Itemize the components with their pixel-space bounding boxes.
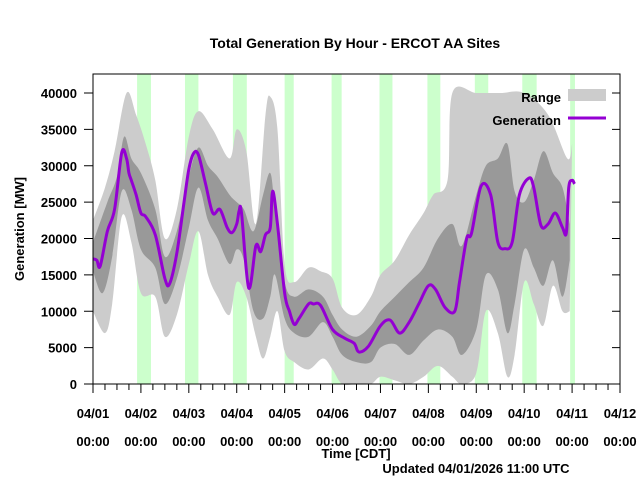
x-tick-time: 00:00 <box>172 434 205 449</box>
x-tick-time: 00:00 <box>316 434 349 449</box>
legend-generation-label: Generation <box>492 113 561 128</box>
x-tick-time: 00:00 <box>555 434 588 449</box>
x-tick-date: 04/01 <box>77 406 110 421</box>
y-tick-label: 5000 <box>48 341 77 356</box>
x-tick-date: 04/11 <box>556 406 588 421</box>
x-tick-date: 04/09 <box>460 406 493 421</box>
x-tick-date: 04/03 <box>173 406 206 421</box>
x-axis: 04/01 00:00 04/02 00:00 04/03 00:00 04/04 00:00… <box>76 383 637 449</box>
y-tick-label: 40000 <box>41 86 77 101</box>
x-tick-time: 00:00 <box>460 434 493 449</box>
x-tick-date: 04/08 <box>412 406 445 421</box>
x-tick-date: 04/02 <box>125 406 158 421</box>
x-tick-date: 04/10 <box>508 406 541 421</box>
y-tick-label: 35000 <box>41 122 77 137</box>
y-axis: 0 5000 10000 15000 20000 25000 30000 35000 40000 <box>41 86 620 392</box>
y-tick-label: 0 <box>70 377 77 392</box>
x-tick-time: 00:00 <box>364 434 397 449</box>
inner-range-area <box>93 136 570 364</box>
updated-footer: Updated 04/01/2026 11:00 UTC <box>382 461 570 476</box>
y-tick-label: 10000 <box>41 304 77 319</box>
x-tick-time: 00:00 <box>603 434 636 449</box>
daytime-band <box>570 74 575 384</box>
x-tick-time: 00:00 <box>412 434 445 449</box>
x-tick-time: 00:00 <box>76 434 109 449</box>
legend: Range Generation <box>492 89 606 128</box>
legend-range-label: Range <box>521 90 561 105</box>
x-tick-time: 00:00 <box>508 434 541 449</box>
y-tick-label: 25000 <box>41 195 77 210</box>
range-areas <box>93 86 573 386</box>
chart-title: Total Generation By Hour - ERCOT AA Site… <box>210 35 501 51</box>
y-tick-label: 30000 <box>41 159 77 174</box>
x-tick-date: 04/06 <box>316 406 349 421</box>
generation-line-group <box>92 148 576 354</box>
x-tick-date: 04/04 <box>220 406 253 421</box>
y-axis-label: Generation [MW] <box>12 177 27 281</box>
daytime-band <box>284 74 294 384</box>
daytime-band <box>331 74 342 384</box>
y-tick-label: 15000 <box>41 268 77 283</box>
x-tick-date: 04/07 <box>364 406 397 421</box>
x-tick-time: 00:00 <box>124 434 157 449</box>
x-tick-date: 04/12 <box>604 406 637 421</box>
y-tick-label: 20000 <box>41 232 77 247</box>
legend-range-swatch <box>568 89 606 101</box>
x-tick-time: 00:00 <box>220 434 253 449</box>
x-tick-date: 04/05 <box>268 406 301 421</box>
generation-line <box>92 148 576 354</box>
x-tick-time: 00:00 <box>268 434 301 449</box>
x-axis-label: Time [CDT] <box>321 446 390 461</box>
